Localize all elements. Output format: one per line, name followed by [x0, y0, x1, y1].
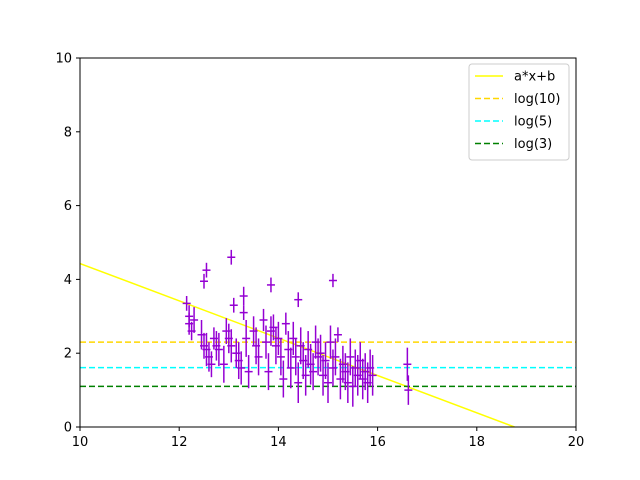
- data-point-79: [185, 312, 194, 335]
- x-tick-label-3: 16: [369, 435, 386, 450]
- data-point-0: [182, 296, 191, 311]
- legend-box: [468, 63, 570, 161]
- data-point-72: [404, 375, 413, 405]
- data-point-53: [326, 325, 335, 359]
- data-point-80: [239, 286, 248, 306]
- data-point-40: [294, 362, 303, 404]
- y-tick-label-3: 6: [64, 199, 72, 214]
- errorbar-points: [182, 249, 413, 407]
- y-tick-label-1: 2: [64, 347, 72, 362]
- data-point-28: [264, 353, 273, 391]
- data-point-12: [219, 345, 228, 383]
- x-tick-label-2: 14: [270, 435, 287, 450]
- x-tick-label-5: 20: [568, 435, 585, 450]
- y-tick-label-5: 10: [55, 52, 72, 67]
- data-point-35: [281, 312, 290, 335]
- data-point-25: [254, 338, 263, 376]
- axis-ticks: 10 12 14 16 18 20 0 2 4 6 8 10: [55, 52, 584, 451]
- data-point-78: [227, 249, 236, 265]
- x-tick-label-1: 12: [171, 435, 188, 450]
- data-point-77: [202, 262, 211, 278]
- data-point-73: [266, 277, 275, 293]
- y-tick-label-2: 4: [64, 273, 72, 288]
- legend-label-1: log(10): [514, 92, 561, 107]
- axes-frame: [79, 57, 577, 428]
- data-point-43: [301, 355, 310, 396]
- data-point-8: [207, 351, 216, 378]
- y-tick-label-4: 8: [64, 125, 72, 140]
- data-point-46: [309, 353, 318, 391]
- legend-label-3: log(3): [514, 137, 552, 152]
- data-point-20: [239, 305, 248, 320]
- y-tick-label-0: 0: [64, 421, 72, 436]
- data-point-74: [294, 292, 303, 308]
- data-point-76: [200, 273, 208, 289]
- data-point-11: [214, 332, 223, 367]
- data-point-33: [276, 338, 285, 376]
- data-point-22: [244, 355, 253, 389]
- data-point-52: [324, 362, 332, 404]
- data-point-55: [331, 338, 340, 376]
- data-point-37: [286, 347, 295, 389]
- data-point-16: [229, 297, 238, 313]
- data-point-49: [316, 334, 325, 372]
- data-point-39: [291, 338, 300, 376]
- data-point-19: [237, 351, 246, 385]
- x-tick-label-4: 18: [469, 435, 486, 450]
- data-point-61: [346, 338, 355, 376]
- x-tick-label-0: 10: [72, 435, 89, 450]
- plot-area: [79, 57, 577, 428]
- data-point-15: [227, 329, 236, 363]
- data-point-56: [333, 327, 342, 343]
- legend-label-2: log(5): [514, 115, 552, 130]
- data-point-51: [321, 342, 330, 380]
- data-point-71: [403, 347, 412, 381]
- data-point-70: [368, 355, 377, 396]
- data-point-34: [279, 360, 288, 398]
- data-point-27: [262, 325, 270, 359]
- data-point-3: [190, 307, 199, 333]
- data-point-21: [242, 319, 251, 357]
- legend-label-0: a*x+b: [514, 70, 555, 85]
- data-point-75: [328, 273, 337, 288]
- legend: a*x+b log(10) log(5) log(3): [468, 63, 570, 161]
- data-point-60: [343, 362, 352, 404]
- data-point-26: [259, 308, 268, 332]
